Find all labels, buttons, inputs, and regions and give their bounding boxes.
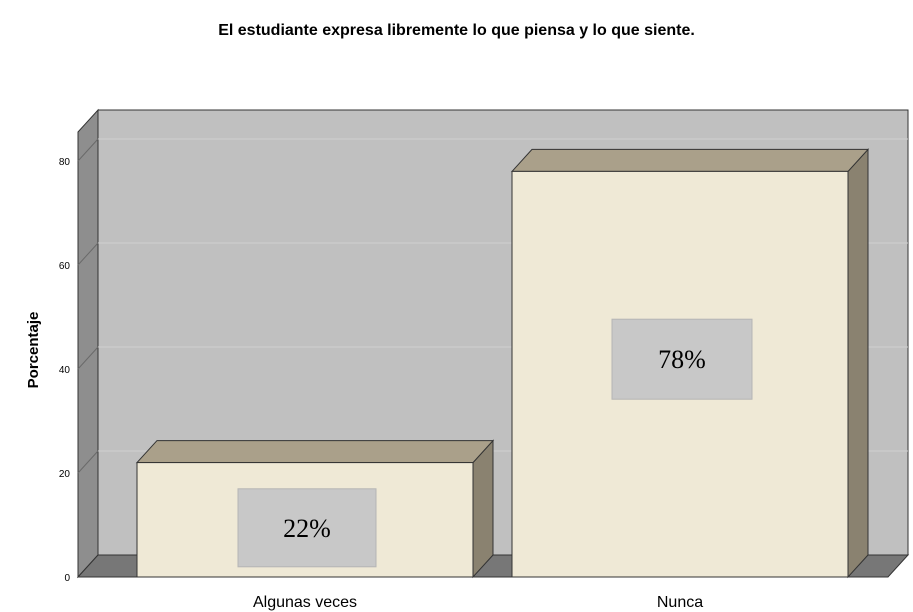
grid-line-side — [77, 242, 99, 266]
y-axis-label: Porcentaje — [25, 312, 42, 389]
side-wall — [77, 108, 99, 579]
y-tick-label: 40 — [59, 365, 71, 376]
data-label: 78% — [658, 345, 706, 374]
grid-line-side — [77, 346, 99, 370]
data-label: 22% — [283, 514, 331, 543]
y-tick-label: 20 — [59, 469, 71, 480]
y-tick-label: 0 — [64, 573, 70, 584]
data-label-box — [237, 488, 377, 568]
x-tick-label: Algunas veces — [253, 594, 357, 611]
grid-line-side — [77, 450, 99, 474]
bar-side — [472, 439, 494, 579]
y-tick-label: 80 — [59, 157, 71, 168]
labels: 0 20 40 60 80 22% Algunas veces 78% Nunca — [59, 157, 753, 611]
grid-line-side — [77, 138, 99, 162]
bar-top — [510, 148, 870, 172]
bar-side — [847, 148, 869, 579]
chart-title: El estudiante expresa libremente lo que … — [218, 22, 695, 39]
bar-top — [135, 440, 495, 464]
x-tick-label: Nunca — [657, 594, 703, 611]
y-tick-label: 60 — [59, 261, 71, 272]
data-label-box — [611, 318, 753, 400]
